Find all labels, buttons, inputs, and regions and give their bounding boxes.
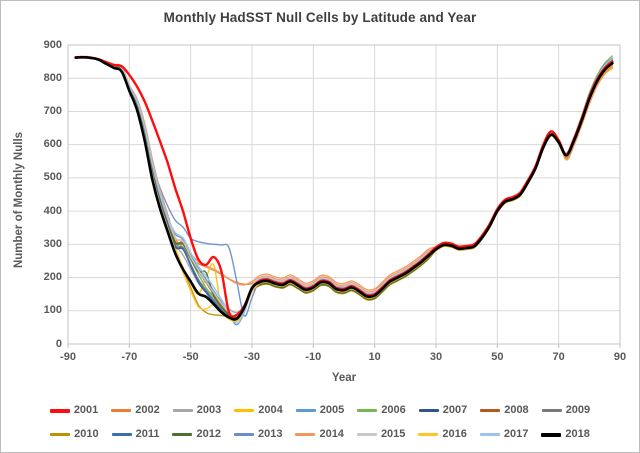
legend-line-swatch — [111, 409, 132, 412]
legend-line-swatch — [295, 433, 316, 436]
x-tick-label: -70 — [121, 351, 138, 363]
legend-item-2015: 2015 — [356, 427, 406, 442]
legend-label: 2018 — [565, 428, 590, 440]
legend-label: 2002 — [135, 404, 160, 416]
y-tick-label: 900 — [43, 38, 62, 51]
legend-item-2001: 2001 — [49, 403, 99, 418]
legend-item-2018: 2018 — [541, 427, 590, 442]
legend-label: 2016 — [442, 428, 467, 440]
y-tick-label: 300 — [43, 237, 62, 250]
chart-title: Monthly HadSST Null Cells by Latitude an… — [163, 10, 477, 25]
legend-label: 2015 — [380, 428, 406, 440]
legend-item-2011: 2011 — [111, 427, 160, 442]
legend-item-2010: 2010 — [50, 427, 99, 442]
legend-item-2006: 2006 — [357, 403, 406, 418]
legend-label: 2006 — [381, 404, 406, 416]
legend-item-2014: 2014 — [295, 427, 344, 442]
legend-item-2016: 2016 — [418, 427, 467, 442]
legend-line-swatch — [541, 409, 562, 412]
series-line-2011 — [75, 56, 613, 320]
legend-item-2009: 2009 — [541, 403, 591, 418]
legend-line-swatch — [295, 409, 316, 412]
legend-item-2012: 2012 — [172, 427, 221, 442]
legend-label: 2005 — [319, 404, 345, 416]
legend-item-2002: 2002 — [111, 403, 160, 418]
plot-frame — [67, 44, 621, 345]
x-tick-label: 50 — [491, 351, 504, 363]
x-tick-label: -30 — [244, 351, 260, 363]
legend-line-swatch — [541, 432, 562, 437]
legend-line-swatch — [357, 409, 378, 412]
legend-label: 2017 — [503, 428, 529, 440]
legend-line-swatch — [356, 433, 377, 436]
legend-item-2013: 2013 — [233, 427, 283, 442]
y-tick-label: 500 — [43, 171, 62, 184]
y-tick-label: 700 — [43, 104, 62, 117]
series-line-2016 — [75, 56, 613, 323]
legend-row: 2010 2011 2012 2013 2014 2015 2016 2017 2018 — [50, 426, 590, 443]
legend-item-2017: 2017 — [479, 427, 529, 442]
chart-legend: 2001 2002 2003 2004 2005 2006 2007 2008 2009 2010… — [1, 402, 639, 443]
legend-item-2007: 2007 — [418, 403, 468, 418]
legend-row: 2001 2002 2003 2004 2005 2006 2007 2008 2009 — [49, 402, 591, 419]
x-tick-label: -10 — [305, 351, 322, 363]
legend-label: 2012 — [196, 428, 221, 440]
x-tick-label: 70 — [552, 351, 565, 363]
legend-label: 2009 — [565, 404, 591, 416]
legend-item-2004: 2004 — [234, 403, 283, 418]
legend-line-swatch — [172, 409, 193, 412]
legend-label: 2008 — [504, 404, 529, 416]
y-tick-label: 800 — [43, 71, 62, 84]
legend-item-2008: 2008 — [480, 403, 529, 418]
legend-label: 2001 — [73, 404, 99, 416]
legend-line-swatch — [49, 408, 70, 413]
legend-label: 2010 — [74, 428, 99, 440]
y-tick-label: 100 — [43, 304, 62, 317]
legend-label: 2011 — [135, 428, 160, 440]
legend-label: 2003 — [196, 404, 222, 416]
y-tick-label: 600 — [43, 138, 62, 151]
legend-label: 2007 — [442, 404, 468, 416]
x-tick-label: -90 — [60, 351, 76, 363]
legend-line-swatch — [50, 433, 71, 436]
x-tick-label: 90 — [613, 351, 627, 363]
legend-item-2005: 2005 — [295, 403, 345, 418]
legend-line-swatch — [480, 409, 501, 412]
series-line-2018 — [74, 55, 614, 321]
y-tick-label: 400 — [43, 204, 62, 217]
x-tick-label: 10 — [368, 351, 381, 363]
legend-label: 2004 — [258, 404, 283, 416]
y-tick-label: 0 — [55, 337, 62, 350]
y-tick-label: 200 — [43, 271, 62, 284]
legend-line-swatch — [111, 433, 132, 436]
x-axis-title: Year — [331, 372, 357, 384]
legend-label: 2013 — [257, 428, 283, 440]
legend-line-swatch — [234, 409, 255, 412]
legend-line-swatch — [418, 433, 439, 436]
y-axis-title: Number of Monthly Nulls — [13, 131, 25, 269]
legend-line-swatch — [233, 433, 254, 436]
legend-item-2003: 2003 — [172, 403, 222, 418]
legend-label: 2014 — [319, 428, 344, 440]
legend-line-swatch — [479, 433, 500, 436]
x-tick-label: -50 — [182, 351, 199, 363]
x-tick-label: 30 — [429, 351, 443, 363]
legend-line-swatch — [172, 433, 193, 436]
legend-line-swatch — [418, 409, 439, 412]
